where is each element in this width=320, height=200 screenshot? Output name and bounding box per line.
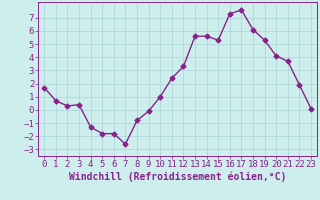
X-axis label: Windchill (Refroidissement éolien,°C): Windchill (Refroidissement éolien,°C) <box>69 172 286 182</box>
